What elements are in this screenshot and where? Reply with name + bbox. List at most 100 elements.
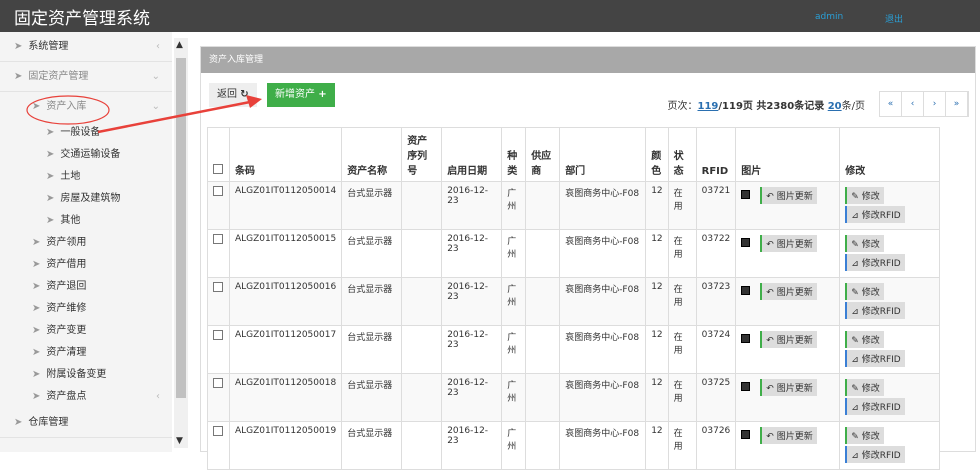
table-cell: [525, 373, 561, 422]
picture-update-button[interactable]: ↶ 图片更新: [760, 283, 817, 300]
picture-update-button[interactable]: ↶ 图片更新: [760, 331, 817, 348]
table-cell: 在用: [667, 325, 697, 374]
sidebar-item[interactable]: ➤ 房屋及建筑物: [0, 188, 172, 210]
sidebar: ➤ 系统管理 ‹ ➤ 固定资产管理 ⌄ ➤ 资产入库 ⌄ ➤ 一般设备 ➤ 交通运输设备 ➤ 土地 ➤ 房屋及建…: [0, 32, 172, 452]
sidebar-item-label: 资产退回: [46, 281, 87, 292]
table-cell: 哀图商务中心-F08: [559, 373, 647, 422]
table-cell: [525, 181, 561, 230]
sidebar-item-label: 资产借用: [46, 259, 87, 270]
image-icon[interactable]: [741, 190, 751, 199]
edit-button[interactable]: ✎ 修改: [845, 187, 884, 204]
table-cell: 哀图商务中心-F08: [559, 229, 647, 278]
table-cell: 03721: [695, 181, 737, 230]
logout-link[interactable]: 退出: [885, 15, 904, 25]
table-cell: 哀图商务中心-F08: [559, 181, 647, 230]
sidebar-scrollbar[interactable]: ▲ ▼: [174, 38, 188, 448]
edit-button[interactable]: ✎ 修改: [845, 427, 884, 444]
edit-rfid-button[interactable]: ⊿ 修改RFID: [845, 206, 905, 223]
table-cell: 2016-12-23: [441, 181, 503, 230]
image-icon[interactable]: [741, 334, 751, 343]
table-cell: 台式显示器: [341, 277, 403, 326]
table-cell: 03722: [695, 229, 737, 278]
per-page-link[interactable]: 20: [827, 101, 842, 112]
sidebar-item-label: 资产变更: [46, 325, 87, 336]
picture-update-button[interactable]: ↶ 图片更新: [760, 187, 817, 204]
add-asset-button[interactable]: 新增资产 +: [267, 83, 335, 107]
table-cell: 广州: [501, 373, 527, 422]
sidebar-item[interactable]: ➤ 资产变更: [0, 320, 172, 342]
navigation-icon: ➤: [32, 281, 41, 292]
sidebar-item-label: 资产入库: [46, 101, 87, 112]
sidebar-item-label: 固定资产管理: [28, 71, 89, 82]
sidebar-item[interactable]: ➤ 资产清理: [0, 342, 172, 364]
column-header: 资产序列号: [401, 127, 443, 182]
sidebar-item[interactable]: ➤ 资产退回: [0, 276, 172, 298]
navigation-icon: ➤: [14, 71, 23, 82]
sidebar-item[interactable]: ➤ 交通运输设备: [0, 144, 172, 166]
sidebar-item[interactable]: ➤ 资产借用: [0, 254, 172, 276]
row-checkbox[interactable]: [213, 426, 223, 436]
user-link[interactable]: admin: [815, 12, 844, 22]
table-cell: 12: [645, 181, 669, 230]
sidebar-item[interactable]: ➤ 附属设备变更: [0, 364, 172, 386]
sidebar-item[interactable]: ➤ 仓库管理: [0, 408, 172, 438]
table-cell: [401, 277, 443, 326]
column-header: 种类: [501, 127, 527, 182]
sidebar-item-label: 一般设备: [60, 127, 101, 138]
edit-rfid-button[interactable]: ⊿ 修改RFID: [845, 398, 905, 415]
edit-rfid-button[interactable]: ⊿ 修改RFID: [845, 302, 905, 319]
edit-rfid-button[interactable]: ⊿ 修改RFID: [845, 350, 905, 367]
picture-update-button[interactable]: ↶ 图片更新: [760, 235, 817, 252]
table-cell: 03725: [695, 373, 737, 422]
pager-button[interactable]: »: [946, 92, 968, 116]
pager-button[interactable]: ›: [924, 92, 946, 116]
row-checkbox[interactable]: [213, 234, 223, 244]
sidebar-item[interactable]: ➤ 资产盘点 ‹: [0, 386, 172, 408]
pager-button[interactable]: ‹: [902, 92, 924, 116]
edit-button[interactable]: ✎ 修改: [845, 235, 884, 252]
image-icon[interactable]: [741, 382, 751, 391]
table-cell: [525, 229, 561, 278]
current-page-link[interactable]: 119: [697, 101, 719, 112]
picture-update-button[interactable]: ↶ 图片更新: [760, 379, 817, 396]
edit-button[interactable]: ✎ 修改: [845, 331, 884, 348]
image-icon[interactable]: [741, 238, 751, 247]
row-checkbox[interactable]: [213, 186, 223, 196]
row-checkbox[interactable]: [213, 378, 223, 388]
image-icon[interactable]: [741, 286, 751, 295]
sidebar-item[interactable]: ➤ 其他: [0, 210, 172, 232]
sidebar-item-label: 资产盘点: [46, 391, 87, 402]
image-icon[interactable]: [741, 430, 751, 439]
sidebar-item-label: 交通运输设备: [60, 149, 121, 160]
table-row: ALGZ01IT0112050018 台式显示器 2016-12-23 广州 哀图商务中…: [207, 373, 941, 422]
navigation-icon: ➤: [46, 127, 55, 138]
pager-button[interactable]: «: [880, 92, 902, 116]
table-cell: 在用: [667, 181, 697, 230]
table-cell: 03723: [695, 277, 737, 326]
navigation-icon: ➤: [46, 193, 55, 204]
row-checkbox[interactable]: [213, 330, 223, 340]
edit-button[interactable]: ✎ 修改: [845, 283, 884, 300]
table-cell: ALGZ01IT0112050017: [228, 325, 343, 374]
sidebar-item[interactable]: ➤ 系统管理 ‹: [0, 32, 172, 62]
sidebar-item[interactable]: ➤ 资产入库 ⌄: [0, 92, 172, 122]
table-cell: 台式显示器: [341, 325, 403, 374]
navigation-icon: ➤: [46, 215, 55, 226]
column-header: 供应商: [525, 127, 561, 182]
edit-button[interactable]: ✎ 修改: [845, 379, 884, 396]
sidebar-item[interactable]: ➤ 资产领用: [0, 232, 172, 254]
select-all-checkbox[interactable]: [213, 164, 223, 174]
edit-rfid-button[interactable]: ⊿ 修改RFID: [845, 254, 905, 271]
sidebar-item[interactable]: ➤ 固定资产管理 ⌄: [0, 62, 172, 92]
pagination-info: 页次：119/119页 共2380条记录 20条/页: [667, 101, 866, 112]
app-header: 固定资产管理系统 admin 退出: [0, 0, 980, 32]
navigation-icon: ➤: [46, 171, 55, 182]
picture-update-button[interactable]: ↶ 图片更新: [760, 427, 817, 444]
sidebar-item[interactable]: ➤ 一般设备: [0, 122, 172, 144]
sidebar-item[interactable]: ➤ 资产维修: [0, 298, 172, 320]
sidebar-item[interactable]: ➤ 土地: [0, 166, 172, 188]
row-checkbox[interactable]: [213, 282, 223, 292]
table-row: ALGZ01IT0112050016 台式显示器 2016-12-23 广州 哀图商务中…: [207, 277, 941, 326]
navigation-icon: ➤: [32, 347, 41, 358]
pager: «‹ ›»: [879, 91, 969, 117]
